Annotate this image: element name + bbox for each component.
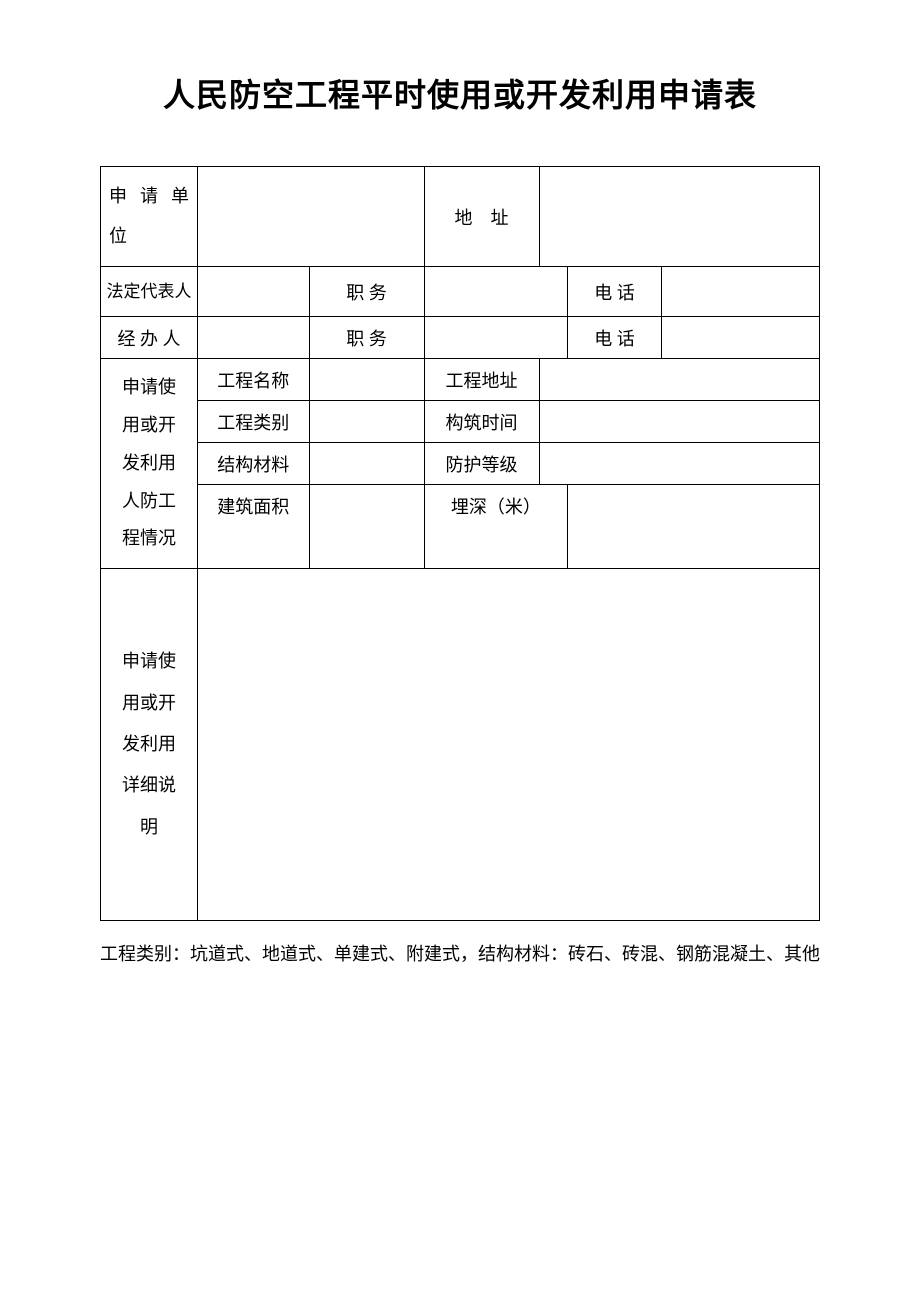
label-legal-rep: 法定代表人 bbox=[101, 267, 198, 317]
label-project-info-l2: 用或开 bbox=[101, 407, 197, 445]
label-detail-description: 申请使 用或开 发利用 详细说 明 bbox=[101, 569, 198, 921]
row-detail-description: 申请使 用或开 发利用 详细说 明 bbox=[101, 569, 820, 921]
field-detail-description[interactable] bbox=[198, 569, 820, 921]
field-address[interactable] bbox=[539, 167, 819, 267]
field-project-address[interactable] bbox=[539, 359, 819, 401]
label-detail-l1: 申请使 bbox=[101, 641, 197, 682]
pad-3 bbox=[424, 527, 568, 569]
row-applicant-unit: 申 请 单 位 地 址 bbox=[101, 167, 820, 267]
label-detail-l4: 详细说 bbox=[101, 765, 197, 806]
label-build-time: 构筑时间 bbox=[424, 401, 539, 443]
row-legal-rep: 法定代表人 职 务 电 话 bbox=[101, 267, 820, 317]
field-legal-duty[interactable] bbox=[424, 267, 568, 317]
field-project-type[interactable] bbox=[309, 401, 424, 443]
label-address: 地 址 bbox=[424, 167, 539, 267]
label-project-info-group: 申请使 用或开 发利用 人防工 程情况 bbox=[101, 359, 198, 569]
label-project-info-l1: 申请使 bbox=[101, 369, 197, 407]
field-building-area[interactable] bbox=[309, 485, 424, 527]
application-form-table: 申 请 单 位 地 址 法定代表人 职 务 电 话 经 办 人 职 务 电 话 … bbox=[100, 166, 820, 921]
label-legal-duty: 职 务 bbox=[309, 267, 424, 317]
field-handler-duty[interactable] bbox=[424, 317, 568, 359]
label-building-area: 建筑面积 bbox=[198, 485, 309, 527]
form-title: 人民防空工程平时使用或开发利用申请表 bbox=[100, 70, 820, 116]
field-handler-phone[interactable] bbox=[661, 317, 819, 359]
field-depth[interactable] bbox=[568, 485, 820, 527]
label-handler-duty: 职 务 bbox=[309, 317, 424, 359]
label-protection-level: 防护等级 bbox=[424, 443, 539, 485]
field-structure-material[interactable] bbox=[309, 443, 424, 485]
row-structure-material: 结构材料 防护等级 bbox=[101, 443, 820, 485]
label-detail-l3: 发利用 bbox=[101, 724, 197, 765]
footnote-text: 工程类别：坑道式、地道式、单建式、附建式，结构材料：砖石、砖混、钢筋混凝土、其他 bbox=[100, 935, 820, 975]
row-project-pad bbox=[101, 527, 820, 569]
label-applicant-unit: 申 请 单 位 bbox=[101, 167, 198, 267]
field-handler[interactable] bbox=[198, 317, 309, 359]
label-handler-phone: 电 话 bbox=[568, 317, 661, 359]
field-protection-level[interactable] bbox=[539, 443, 819, 485]
row-building-area: 建筑面积 埋深（米） bbox=[101, 485, 820, 527]
field-legal-rep[interactable] bbox=[198, 267, 309, 317]
label-project-info-l3: 发利用 bbox=[101, 445, 197, 483]
label-structure-material: 结构材料 bbox=[198, 443, 309, 485]
label-depth: 埋深（米） bbox=[424, 485, 568, 527]
label-detail-l2: 用或开 bbox=[101, 683, 197, 724]
label-handler: 经 办 人 bbox=[101, 317, 198, 359]
label-project-info-l5: 程情况 bbox=[101, 520, 197, 558]
field-legal-phone[interactable] bbox=[661, 267, 819, 317]
label-detail-l5: 明 bbox=[101, 807, 197, 848]
row-handler: 经 办 人 职 务 电 话 bbox=[101, 317, 820, 359]
pad-1 bbox=[198, 527, 309, 569]
label-project-type: 工程类别 bbox=[198, 401, 309, 443]
label-project-address: 工程地址 bbox=[424, 359, 539, 401]
field-project-name[interactable] bbox=[309, 359, 424, 401]
pad-4 bbox=[568, 527, 820, 569]
label-project-name: 工程名称 bbox=[198, 359, 309, 401]
pad-2 bbox=[309, 527, 424, 569]
field-build-time[interactable] bbox=[539, 401, 819, 443]
field-applicant-unit[interactable] bbox=[198, 167, 424, 267]
row-project-name: 申请使 用或开 发利用 人防工 程情况 工程名称 工程地址 bbox=[101, 359, 820, 401]
label-project-info-l4: 人防工 bbox=[101, 483, 197, 521]
label-legal-phone: 电 话 bbox=[568, 267, 661, 317]
row-project-type: 工程类别 构筑时间 bbox=[101, 401, 820, 443]
